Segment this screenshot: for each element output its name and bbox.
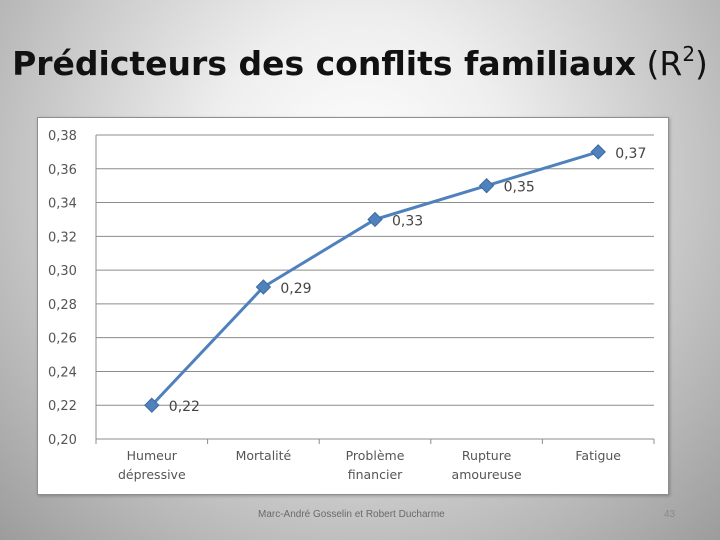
data-label: 0,37 [615, 146, 646, 162]
data-point-marker [590, 144, 606, 160]
y-tick-label: 0,24 [48, 365, 77, 380]
y-tick-label: 0,32 [48, 230, 77, 245]
slide-title: Prédicteurs des conflits familiaux (R2) [0, 42, 720, 83]
data-label: 0,22 [169, 399, 200, 415]
y-tick-label: 0,30 [48, 264, 77, 279]
page-number: 43 [664, 509, 676, 520]
data-label: 0,33 [392, 213, 423, 229]
y-tick-label: 0,34 [48, 197, 77, 212]
y-tick-label: 0,28 [48, 298, 77, 313]
y-tick-label: 0,36 [48, 163, 77, 178]
data-point-marker [478, 177, 495, 194]
slide-title-paren-close: ) [695, 44, 708, 83]
data-label: 0,29 [280, 281, 311, 297]
x-category-label: dépressive [118, 467, 186, 482]
x-category-label: Rupture [462, 448, 512, 463]
slide-title-main: Prédicteurs des conflits familiaux [12, 44, 636, 83]
x-category-label: financier [348, 467, 403, 482]
data-label: 0,35 [504, 180, 535, 196]
slide-title-superscript: 2 [682, 42, 696, 66]
y-tick-label: 0,20 [48, 433, 77, 448]
x-category-label: amoureuse [452, 467, 522, 482]
x-category-label: Problème [346, 448, 405, 463]
x-category-label: Mortalité [236, 448, 292, 463]
y-tick-label: 0,22 [48, 399, 77, 414]
y-tick-label: 0,26 [48, 332, 77, 347]
data-point-marker [144, 397, 160, 413]
chart-frame: 0,20 0,22 0,24 0,26 0,28 0,30 0,32 0,34 0,36 0,38… [37, 117, 669, 495]
line-chart: 0,20 0,22 0,24 0,26 0,28 0,30 0,32 0,34 0,36 0,38… [48, 129, 655, 482]
y-tick-label: 0,38 [48, 129, 77, 144]
slide-title-paren-open: (R [646, 44, 683, 83]
x-category-label: Fatigue [575, 448, 621, 463]
x-category-label: Humeur [127, 448, 178, 463]
data-point-marker [367, 211, 383, 228]
slide-footer: Marc-André Gosselin et Robert Ducharme [258, 509, 445, 520]
data-point-marker [255, 279, 272, 295]
